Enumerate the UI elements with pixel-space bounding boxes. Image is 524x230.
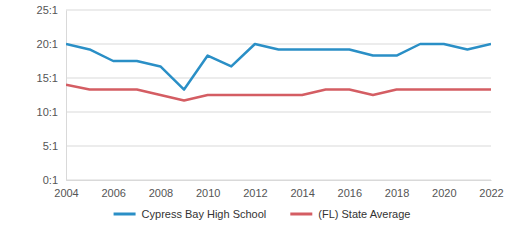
series-line [66,44,491,90]
legend-label: (FL) State Average [318,208,410,220]
x-tick-label: 2010 [196,187,220,199]
y-tick-label: 10:1 [37,106,58,118]
series-line [66,85,491,101]
legend-label: Cypress Bay High School [142,208,267,220]
x-tick-label: 2014 [290,187,314,199]
x-tick: 2014 [290,180,314,199]
x-tick-label: 2016 [338,187,362,199]
chart-container: 0:15:110:115:120:125:1200420062008201020… [0,0,524,230]
x-tick: 2022 [479,180,503,199]
x-tick-label: 2020 [432,187,456,199]
chart-svg: 0:15:110:115:120:125:1200420062008201020… [0,0,524,230]
x-tick: 2008 [149,180,173,199]
y-tick: 0:1 [43,174,66,186]
grid-line [66,112,491,113]
legend-item: (FL) State Average [290,208,410,220]
grid-line [66,10,491,11]
y-tick: 5:1 [43,140,66,152]
y-axis: 0:1 5:1 10:1 15:1 20:1 25:1 [37,4,67,186]
x-tick-label: 2012 [243,187,267,199]
y-axis-line [66,11,67,181]
x-tick: 2004 [54,180,78,199]
grid-line [66,180,491,181]
x-tick-label: 2018 [385,187,409,199]
x-tick: 2016 [338,180,362,199]
x-tick-label: 2004 [54,187,78,199]
grid [66,10,491,180]
y-tick: 25:1 [37,4,66,16]
y-tick: 15:1 [37,72,66,84]
x-tick-label: 2022 [479,187,503,199]
y-tick-label: 0:1 [43,174,58,186]
plot-area: 0:15:110:115:120:125:1200420062008201020… [37,4,504,199]
y-tick-label: 20:1 [37,38,58,50]
y-tick-label: 5:1 [43,140,58,152]
y-tick: 20:1 [37,38,66,50]
legend: Cypress Bay High School (FL) State Averag… [114,208,411,220]
lines [66,44,491,100]
y-tick-label: 15:1 [37,72,58,84]
x-tick: 2018 [385,180,409,199]
legend-item: Cypress Bay High School [114,208,267,220]
y-tick-label: 25:1 [37,4,58,16]
x-tick-label: 2008 [149,187,173,199]
x-tick: 2020 [432,180,456,199]
legend-swatch [290,213,312,216]
x-axis-line [67,180,492,181]
x-tick-label: 2006 [101,187,125,199]
x-axis: 2004 2006 2008 2010 2012 2014 2016 2018 2020 2022 [54,180,503,199]
y-tick: 10:1 [37,106,66,118]
x-tick: 2006 [101,180,125,199]
x-tick: 2012 [243,180,267,199]
x-tick: 2010 [196,180,220,199]
legend-swatch [114,213,136,216]
grid-line [66,78,491,79]
grid-line [66,146,491,147]
